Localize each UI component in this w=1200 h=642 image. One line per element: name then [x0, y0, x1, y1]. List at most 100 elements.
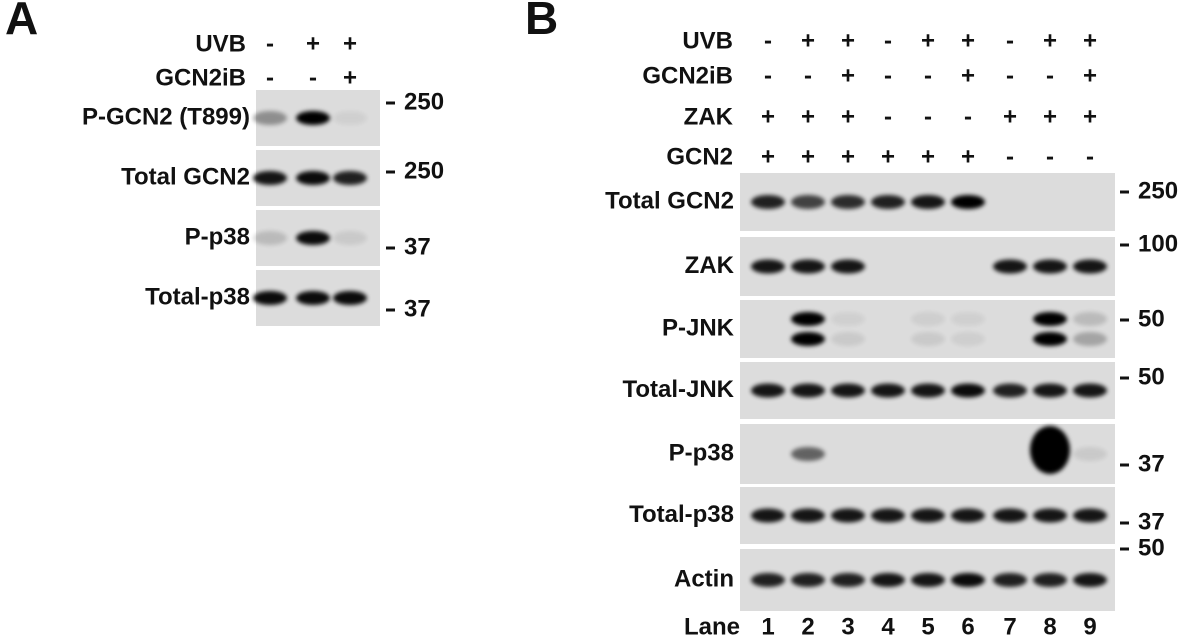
condition-sign: +: [343, 30, 357, 57]
blot-label: Actin: [674, 565, 734, 592]
band: [831, 573, 865, 587]
condition-sign: +: [841, 62, 855, 89]
band: [333, 291, 367, 305]
band: [791, 383, 825, 398]
lane-number: 6: [961, 613, 974, 640]
band: [1033, 332, 1067, 346]
band: [751, 259, 785, 274]
band: [296, 291, 330, 305]
marker-label: 37: [1138, 450, 1165, 477]
condition-sign: -: [1046, 143, 1054, 170]
band: [1073, 573, 1107, 587]
lane-number: 1: [761, 613, 774, 640]
condition-sign: +: [961, 143, 975, 170]
band: [911, 508, 945, 523]
condition-label: GCN2iB: [642, 62, 733, 89]
condition-sign: +: [1083, 62, 1097, 89]
blot-label: P-p38: [185, 223, 250, 250]
band: [831, 383, 865, 398]
marker-label: 250: [1138, 177, 1178, 204]
marker-label: 100: [1138, 230, 1178, 257]
condition-label: GCN2iB: [155, 64, 246, 91]
blot-label: Total GCN2: [605, 187, 734, 214]
band: [791, 259, 825, 274]
condition-sign: -: [884, 62, 892, 89]
band: [1073, 259, 1107, 274]
band: [333, 171, 367, 185]
band: [911, 195, 945, 209]
band: [911, 573, 945, 587]
band: [296, 231, 330, 245]
band: [993, 383, 1027, 398]
condition-sign: +: [801, 143, 815, 170]
condition-label: ZAK: [684, 103, 734, 130]
band: [791, 195, 825, 209]
band: [871, 573, 905, 587]
blot-label: P-GCN2 (T899): [82, 103, 250, 130]
band: [951, 573, 985, 587]
marker-label: 250: [404, 157, 444, 184]
condition-sign: +: [841, 27, 855, 54]
band: [791, 508, 825, 523]
condition-sign: +: [881, 143, 895, 170]
lane-number: 4: [881, 613, 895, 640]
band: [951, 508, 985, 523]
band: [871, 383, 905, 398]
condition-sign: -: [1006, 27, 1014, 54]
band: [831, 259, 865, 274]
condition-sign: +: [961, 27, 975, 54]
band: [831, 312, 865, 326]
condition-label: UVB: [682, 27, 733, 54]
condition-label: UVB: [195, 30, 246, 57]
blot-label: Total-p38: [145, 283, 250, 310]
lane-number: 5: [921, 613, 934, 640]
condition-label: GCN2: [666, 143, 733, 170]
blot-label: Total-p38: [629, 501, 734, 528]
blot: [253, 270, 380, 326]
panel-label: B: [525, 0, 558, 44]
condition-sign: -: [884, 103, 892, 130]
lane-number: 9: [1083, 613, 1096, 640]
band: [951, 312, 985, 326]
marker-label: 50: [1138, 363, 1165, 390]
band: [993, 508, 1027, 523]
band: [871, 195, 905, 209]
band: [253, 171, 287, 185]
blot-label: P-JNK: [662, 314, 735, 341]
band: [333, 231, 367, 245]
condition-sign: +: [1043, 103, 1057, 130]
marker-label: 37: [1138, 508, 1165, 535]
band: [993, 259, 1027, 274]
condition-sign: -: [764, 27, 772, 54]
condition-sign: -: [266, 64, 274, 91]
blot: [253, 150, 380, 206]
marker-label: 37: [404, 233, 431, 260]
band: [1073, 312, 1107, 326]
blot: [253, 90, 380, 146]
condition-sign: -: [764, 62, 772, 89]
band: [751, 508, 785, 523]
condition-sign: -: [884, 27, 892, 54]
condition-sign: +: [1043, 27, 1057, 54]
blot: [740, 173, 1115, 231]
blot: [740, 362, 1115, 419]
blot-label: ZAK: [685, 252, 735, 279]
condition-sign: -: [309, 64, 317, 91]
blot: [740, 424, 1115, 484]
band: [791, 573, 825, 587]
band: [1033, 383, 1067, 398]
condition-sign: -: [924, 103, 932, 130]
lane-number: 2: [801, 613, 814, 640]
band: [1030, 426, 1070, 474]
condition-sign: -: [924, 62, 932, 89]
marker-label: 50: [1138, 305, 1165, 332]
band: [751, 573, 785, 587]
band: [751, 195, 785, 209]
band: [871, 508, 905, 523]
condition-sign: -: [804, 62, 812, 89]
band: [1073, 447, 1107, 461]
condition-sign: +: [841, 143, 855, 170]
blot-label: P-p38: [669, 439, 734, 466]
band: [951, 332, 985, 346]
